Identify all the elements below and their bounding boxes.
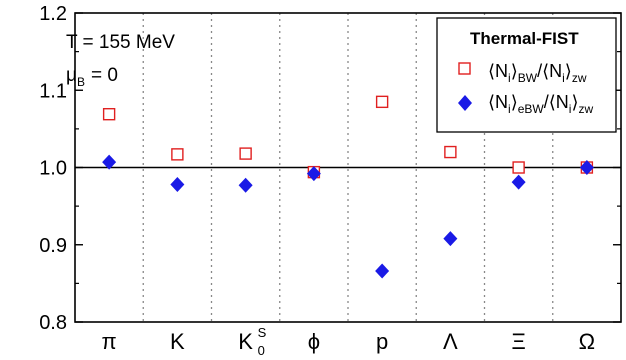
x-category-labels: π K K S0 ϕ p Λ Ξ Ω: [102, 325, 596, 358]
y-tick-labels: 0.8 0.9 1.0 1.1 1.2: [39, 3, 67, 334]
data-point-bw: [239, 147, 252, 160]
legend-marker-ebw: [458, 95, 472, 111]
x-category-label: p: [376, 329, 388, 354]
data-marks: [102, 95, 594, 279]
data-point-ebw: [170, 176, 185, 192]
x-category-subscript: 0: [258, 343, 265, 358]
x-category-label: Ξ: [511, 329, 525, 354]
legend-marker-bw: [458, 62, 471, 75]
y-tick-label: 1.0: [39, 158, 67, 180]
data-point-bw: [444, 145, 457, 159]
y-tick-label: 1.1: [39, 80, 67, 102]
legend-title: Thermal-FIST: [470, 29, 579, 48]
data-point-bw: [171, 148, 184, 161]
x-category-label: Ω: [579, 329, 595, 354]
data-point-ebw: [306, 166, 321, 182]
axes: [74, 12, 622, 323]
x-category-label: π: [102, 329, 117, 354]
data-point-bw: [512, 161, 525, 174]
y-tick-label: 0.8: [39, 312, 67, 334]
data-point-ebw: [511, 174, 526, 190]
data-point-ebw: [579, 160, 594, 175]
temperature-annotation: T = 155 MeV: [66, 32, 175, 53]
x-category-superscript: S: [258, 325, 267, 340]
legend: Thermal-FIST ⟨Ni⟩BW/⟨Ni⟩zw ⟨Ni⟩eBW/⟨Ni⟩z…: [436, 17, 617, 133]
x-category-label: K: [238, 329, 253, 354]
data-point-ebw: [375, 263, 390, 279]
mu-subscript: B: [77, 75, 85, 89]
x-category-label: ϕ: [308, 329, 320, 354]
legend-box: [436, 17, 617, 133]
data-point-ebw: [238, 177, 253, 193]
data-point-bw: [102, 107, 116, 121]
data-point-ebw: [443, 231, 458, 247]
x-category-label: Λ: [443, 329, 458, 354]
y-tick-label: 1.2: [39, 3, 67, 25]
data-point-bw: [375, 95, 389, 109]
y-tick-label: 0.9: [39, 235, 67, 257]
data-point-ebw: [102, 154, 117, 170]
mu-b-annotation: μB = 0: [66, 65, 118, 89]
x-category-label: K: [170, 329, 185, 354]
mu-value: = 0: [91, 65, 118, 86]
mu-symbol: μ: [66, 65, 77, 86]
